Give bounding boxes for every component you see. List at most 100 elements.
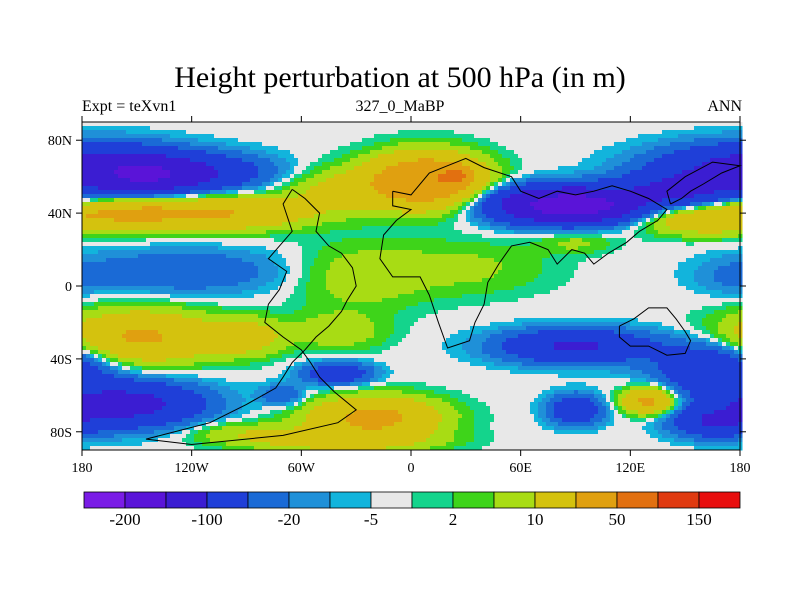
field-cell (714, 158, 719, 163)
field-cell (314, 218, 319, 223)
field-cell (258, 186, 263, 191)
field-cell (594, 198, 599, 203)
field-cell (470, 230, 475, 235)
field-cell (182, 186, 187, 191)
field-cell (614, 186, 619, 191)
field-cell (266, 234, 271, 239)
field-cell (358, 218, 363, 223)
field-cell (194, 198, 199, 203)
field-cell (642, 154, 647, 159)
field-cell (590, 150, 595, 155)
field-cell (250, 130, 255, 135)
field-cell (490, 198, 495, 203)
field-cell (690, 186, 695, 191)
field-cell (278, 122, 283, 127)
field-cell (86, 158, 91, 163)
field-cell (98, 158, 103, 163)
field-cell (302, 210, 307, 215)
field-cell (650, 154, 655, 159)
field-cell (254, 242, 259, 247)
field-cell (554, 162, 559, 167)
field-cell (234, 206, 239, 211)
field-cell (418, 214, 423, 219)
field-cell (478, 146, 483, 151)
field-cell (278, 226, 283, 231)
field-cell (486, 142, 491, 147)
field-cell (274, 230, 279, 235)
field-cell (238, 142, 243, 147)
field-cell (218, 174, 223, 179)
field-cell (394, 154, 399, 159)
field-cell (550, 230, 555, 235)
field-cell (470, 138, 475, 143)
field-cell (362, 142, 367, 147)
field-cell (594, 142, 599, 147)
field-cell (598, 230, 603, 235)
field-cell (170, 182, 175, 187)
field-cell (642, 214, 647, 219)
field-cell (294, 166, 299, 171)
field-cell (378, 198, 383, 203)
field-cell (670, 230, 675, 235)
field-cell (442, 150, 447, 155)
field-cell (474, 166, 479, 171)
field-cell (282, 222, 287, 227)
field-cell (198, 214, 203, 219)
field-cell (198, 226, 203, 231)
field-cell (578, 150, 583, 155)
field-cell (570, 226, 575, 231)
field-cell (650, 214, 655, 219)
field-cell (574, 154, 579, 159)
field-cell (382, 194, 387, 199)
field-cell (466, 154, 471, 159)
field-cell (106, 166, 111, 171)
field-cell (526, 150, 531, 155)
field-cell (506, 226, 511, 231)
field-cell (730, 130, 735, 135)
field-cell (298, 178, 303, 183)
field-cell (686, 226, 691, 231)
field-cell (86, 230, 91, 235)
field-cell (102, 202, 107, 207)
field-cell (374, 142, 379, 147)
field-cell (286, 198, 291, 203)
field-cell (274, 206, 279, 211)
field-cell (690, 166, 695, 171)
field-cell (398, 134, 403, 139)
field-cell (698, 222, 703, 227)
field-cell (186, 190, 191, 195)
field-cell (186, 126, 191, 131)
field-cell (270, 234, 275, 239)
field-cell (710, 150, 715, 155)
field-cell (534, 154, 539, 159)
field-cell (590, 126, 595, 131)
field-cell (282, 170, 287, 175)
field-cell (614, 146, 619, 151)
field-cell (454, 186, 459, 191)
field-cell (618, 178, 623, 183)
field-cell (506, 174, 511, 179)
field-cell (158, 214, 163, 219)
field-cell (546, 194, 551, 199)
field-cell (102, 142, 107, 147)
field-cell (106, 174, 111, 179)
field-cell (530, 190, 535, 195)
field-cell (650, 178, 655, 183)
field-cell (582, 166, 587, 171)
field-cell (358, 162, 363, 167)
field-cell (182, 142, 187, 147)
field-cell (338, 122, 343, 127)
field-cell (162, 162, 167, 167)
field-cell (326, 210, 331, 215)
field-cell (690, 154, 695, 159)
field-cell (614, 150, 619, 155)
field-cell (338, 210, 343, 215)
field-cell (322, 162, 327, 167)
field-cell (674, 198, 679, 203)
field-cell (210, 194, 215, 199)
field-cell (474, 138, 479, 143)
field-cell (246, 214, 251, 219)
field-cell (402, 134, 407, 139)
field-cell (98, 138, 103, 143)
field-cell (550, 194, 555, 199)
